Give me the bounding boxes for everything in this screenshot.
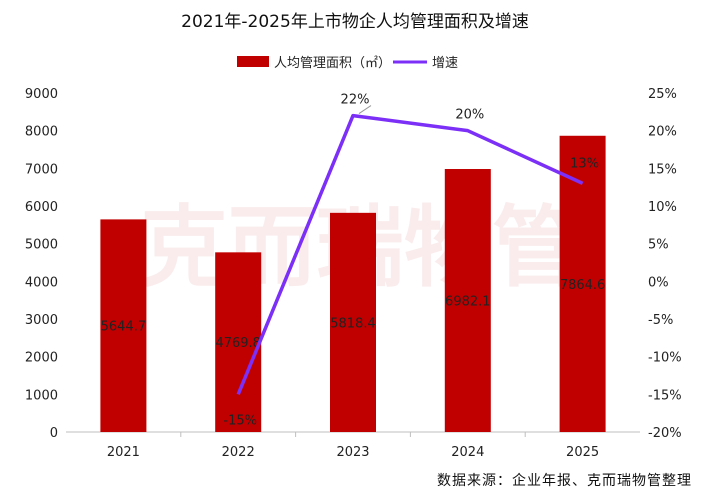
y-right-tick-label: -20% [648,426,682,441]
y-right-tick-label: 25% [648,87,677,102]
y-right-tick-label: 20% [648,125,677,140]
y-left-tick-label: 9000 [25,87,58,102]
x-tick-label: 2022 [222,445,255,460]
legend-label-bar: 人均管理面积（㎡） [274,56,391,71]
bar [215,252,262,432]
y-left-tick-label: 3000 [25,313,58,328]
y-right-tick-label: 10% [648,200,677,215]
bar [330,212,376,432]
x-tick-label: 2024 [451,445,484,460]
y-left-tick-label: 7000 [25,162,58,177]
growth-value-label: -15% [223,413,257,428]
growth-value-label: 13% [570,156,599,171]
y-left-tick-label: 5000 [25,238,58,253]
y-left-tick-label: 0 [50,426,58,441]
y-right-tick-label: 15% [648,162,677,177]
legend-label-line: 增速 [432,56,458,71]
bar-value-label: 6982.1 [445,295,491,310]
growth-value-label: 22% [341,93,370,108]
bar-value-label: 5818.4 [330,316,376,331]
y-left-tick-label: 2000 [25,351,58,366]
y-left-tick-label: 1000 [25,388,58,403]
plot-area: 0 1000 2000 3000 4000 5000 6000 7000 8000 9000 -20… [25,87,682,460]
y-right-tick-label: 0% [648,275,669,290]
bar [100,219,147,432]
y-left-tick-label: 4000 [25,275,58,290]
bar-value-label: 5644.7 [101,320,147,335]
y-right-tick-label: -5% [648,313,673,328]
y-right-tick-label: 5% [648,238,669,253]
bar-value-label: 4769.8 [215,336,261,351]
y-right-tick-label: -10% [648,351,682,366]
x-tick-label: 2025 [566,445,599,460]
bar-value-label: 7864.6 [560,278,606,293]
chart-title: 2021年-2025年上市物企人均管理面积及增速 [181,12,529,32]
y-left-tick-label: 8000 [25,125,58,140]
bar [559,135,606,433]
x-tick-label: 2023 [336,445,369,460]
legend-swatch-bar [237,56,269,67]
y-left-tick-label: 6000 [25,200,58,215]
y-right-tick-label: -15% [648,388,682,403]
label-leader-line [358,105,372,115]
source-note: 数据来源：企业年报、克而瑞物管整理 [437,473,692,489]
growth-line [236,113,584,395]
growth-value-label: 20% [455,108,484,123]
bar [444,169,491,432]
legend: 人均管理面积（㎡） 增速 [237,56,458,71]
x-tick-label: 2021 [107,445,140,460]
